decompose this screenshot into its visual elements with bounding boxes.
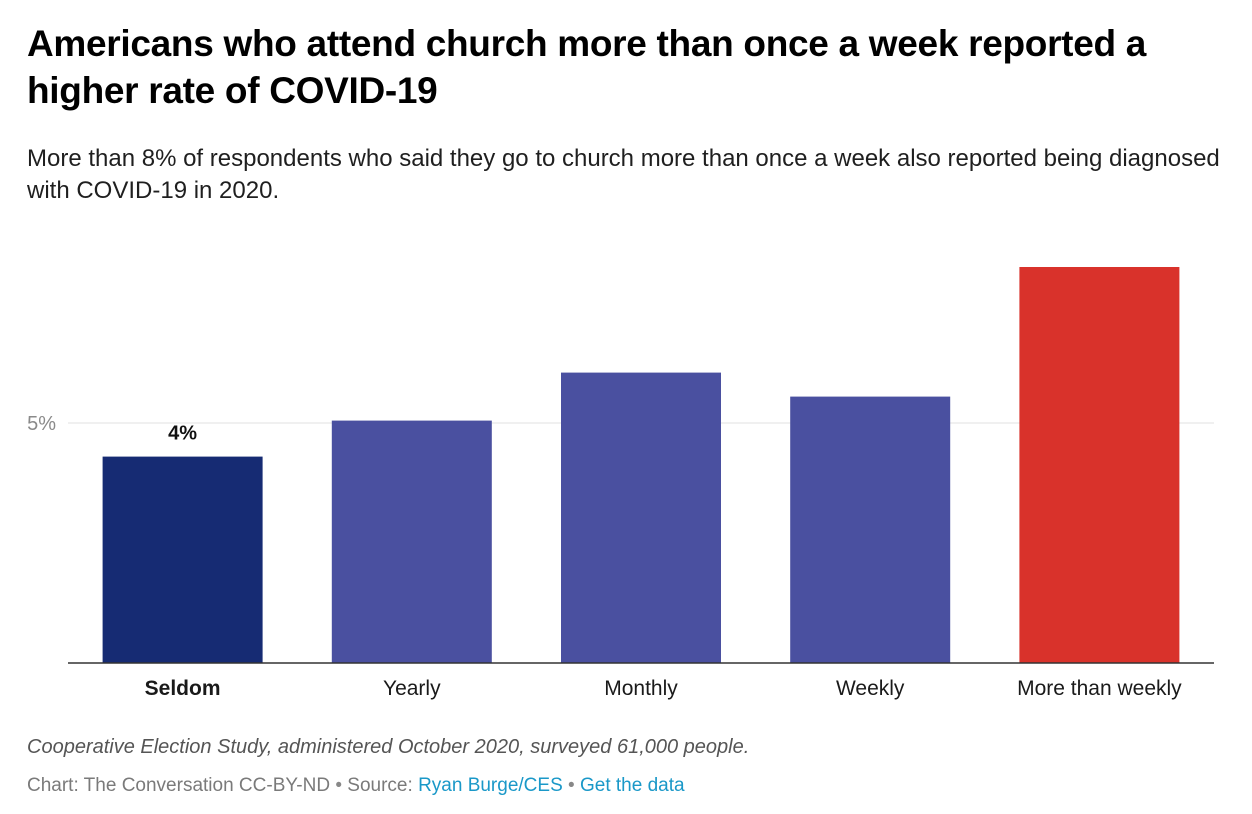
source-prefix: Source: <box>347 775 419 796</box>
get-data-link[interactable]: Get the data <box>579 775 685 796</box>
separator: • <box>330 775 348 796</box>
x-tick-label: Monthly <box>604 677 678 700</box>
chart-title: Americans who attend church more than on… <box>27 23 1147 111</box>
x-tick-label: Yearly <box>383 677 441 700</box>
separator: • <box>562 775 580 796</box>
source-link[interactable]: Ryan Burge/CES <box>418 775 563 796</box>
y-tick-label: 5% <box>27 413 56 435</box>
bar <box>102 456 263 663</box>
x-tick-label: Weekly <box>836 677 905 700</box>
bar-chart: 5% Seldom 4% Yearly Monthly Weekly More than w… <box>27 267 1214 700</box>
bar <box>790 396 951 663</box>
data-label: 4% <box>168 423 197 445</box>
chart-subtitle: More than 8% of respondents who said the… <box>27 145 1220 204</box>
bar <box>331 420 492 663</box>
x-tick-label: Seldom <box>145 677 221 700</box>
credit-text: Chart: The Conversation CC-BY-ND <box>27 775 331 796</box>
chart-footer: Chart: The Conversation CC-BY-ND • Sourc… <box>27 775 685 797</box>
chart-note: Cooperative Election Study, administered… <box>27 736 750 758</box>
bar <box>561 372 721 663</box>
x-tick-label: More than weekly <box>1017 677 1182 700</box>
bar <box>1019 267 1180 663</box>
